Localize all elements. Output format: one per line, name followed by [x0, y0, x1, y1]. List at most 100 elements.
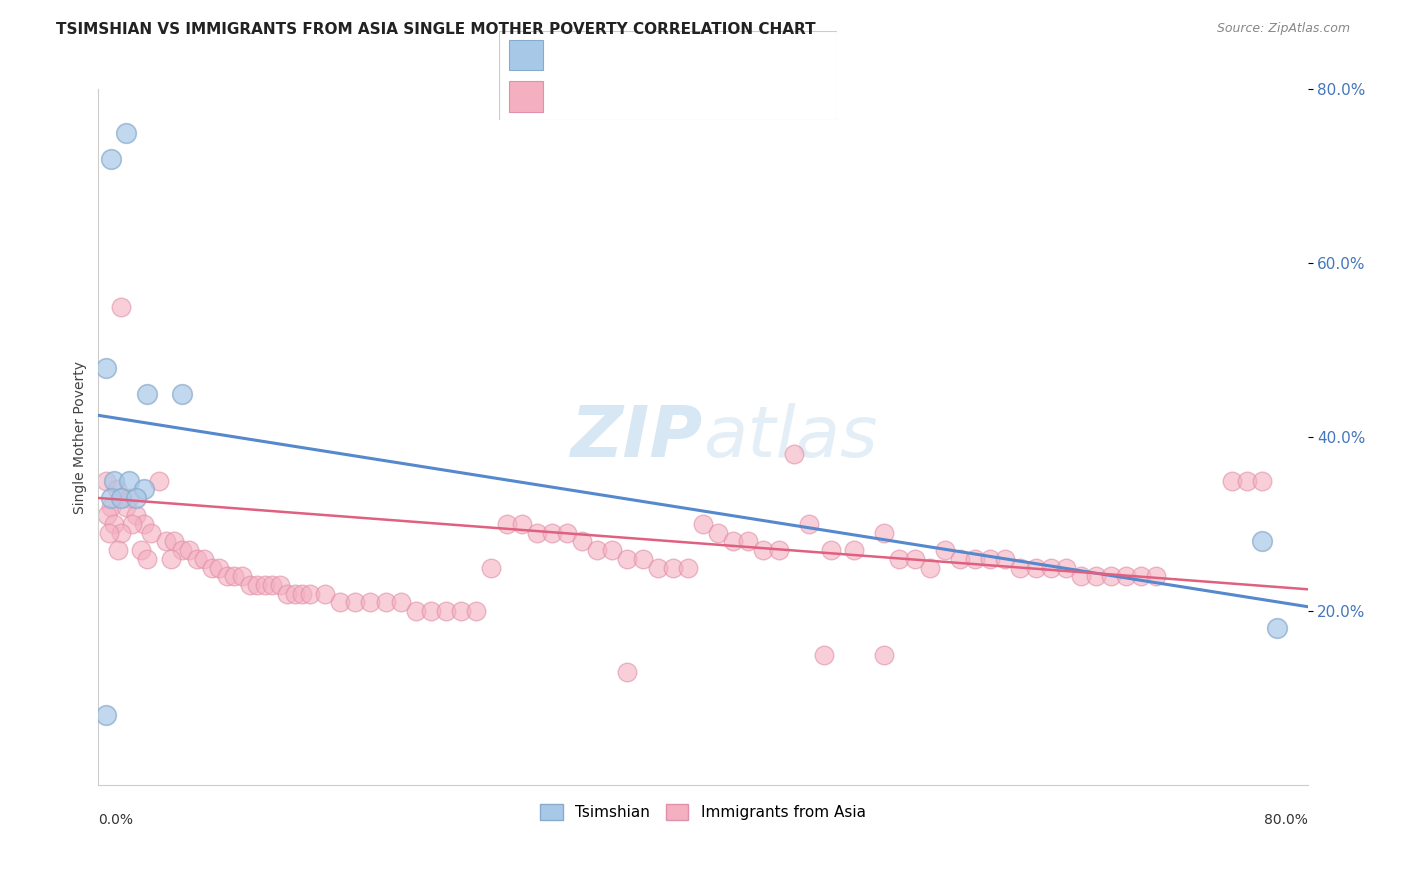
- Point: [110, 300, 132, 314]
- Point: [510, 516, 533, 531]
- Point: [797, 516, 820, 531]
- Point: [284, 587, 307, 601]
- Point: [918, 560, 941, 574]
- Point: [160, 551, 183, 566]
- Point: [1220, 474, 1243, 488]
- Point: [100, 152, 122, 166]
- Point: [121, 516, 143, 531]
- Text: N =: N =: [702, 48, 733, 62]
- Point: [647, 560, 669, 574]
- Point: [723, 534, 745, 549]
- Text: -0.442: -0.442: [593, 48, 638, 62]
- Point: [783, 447, 806, 462]
- Text: 13: 13: [742, 48, 759, 62]
- Point: [231, 569, 253, 583]
- Point: [132, 482, 155, 496]
- Point: [125, 491, 148, 505]
- Point: [465, 604, 488, 618]
- Point: [239, 578, 262, 592]
- Point: [1054, 560, 1077, 574]
- Point: [114, 126, 136, 140]
- Point: [155, 534, 177, 549]
- Point: [179, 543, 201, 558]
- Text: 80.0%: 80.0%: [1264, 813, 1308, 827]
- Point: [276, 587, 298, 601]
- Point: [1146, 569, 1168, 583]
- Point: [844, 543, 866, 558]
- Point: [170, 386, 193, 401]
- Point: [94, 360, 117, 375]
- Point: [135, 386, 157, 401]
- Point: [148, 474, 170, 488]
- Point: [540, 525, 562, 540]
- Point: [374, 595, 396, 609]
- Y-axis label: Single Mother Poverty: Single Mother Poverty: [73, 360, 87, 514]
- Point: [163, 534, 186, 549]
- Point: [224, 569, 246, 583]
- Point: [904, 551, 927, 566]
- Point: [103, 516, 125, 531]
- Text: -0.289: -0.289: [593, 89, 638, 103]
- Point: [246, 578, 269, 592]
- Point: [129, 543, 152, 558]
- Point: [949, 551, 972, 566]
- Point: [105, 482, 128, 496]
- Point: [253, 578, 276, 592]
- Point: [100, 491, 122, 505]
- Point: [360, 595, 382, 609]
- Point: [208, 560, 231, 574]
- Point: [132, 516, 155, 531]
- Point: [1039, 560, 1062, 574]
- Point: [141, 525, 163, 540]
- Point: [737, 534, 759, 549]
- Point: [934, 543, 956, 558]
- Point: [450, 604, 472, 618]
- Point: [299, 587, 322, 601]
- Point: [1070, 569, 1092, 583]
- Point: [1236, 474, 1258, 488]
- Point: [873, 525, 896, 540]
- Point: [389, 595, 412, 609]
- Point: [555, 525, 578, 540]
- Point: [125, 508, 148, 523]
- Point: [201, 560, 224, 574]
- Legend: Tsimshian, Immigrants from Asia: Tsimshian, Immigrants from Asia: [534, 797, 872, 826]
- Point: [571, 534, 593, 549]
- Point: [813, 648, 835, 662]
- Point: [329, 595, 352, 609]
- Point: [103, 474, 125, 488]
- Point: [481, 560, 503, 574]
- Point: [602, 543, 624, 558]
- Point: [1024, 560, 1046, 574]
- Point: [107, 543, 129, 558]
- Point: [118, 474, 141, 488]
- Point: [495, 516, 517, 531]
- Point: [707, 525, 730, 540]
- Point: [873, 648, 896, 662]
- Point: [215, 569, 238, 583]
- Text: TSIMSHIAN VS IMMIGRANTS FROM ASIA SINGLE MOTHER POVERTY CORRELATION CHART: TSIMSHIAN VS IMMIGRANTS FROM ASIA SINGLE…: [56, 22, 815, 37]
- Bar: [509, 40, 543, 70]
- FancyBboxPatch shape: [499, 31, 837, 120]
- Point: [186, 551, 208, 566]
- Text: Source: ZipAtlas.com: Source: ZipAtlas.com: [1216, 22, 1350, 36]
- Point: [98, 525, 121, 540]
- Point: [889, 551, 911, 566]
- Point: [1130, 569, 1153, 583]
- Point: [1085, 569, 1108, 583]
- Point: [692, 516, 714, 531]
- Point: [1115, 569, 1137, 583]
- Point: [405, 604, 427, 618]
- Point: [135, 551, 157, 566]
- Text: 99: 99: [742, 89, 759, 103]
- Text: atlas: atlas: [703, 402, 877, 472]
- Point: [768, 543, 790, 558]
- Point: [100, 500, 122, 514]
- Point: [110, 491, 132, 505]
- Point: [586, 543, 609, 558]
- Point: [94, 708, 117, 723]
- Text: 0.0%: 0.0%: [98, 813, 134, 827]
- Point: [526, 525, 548, 540]
- Point: [1010, 560, 1032, 574]
- Point: [1267, 621, 1289, 635]
